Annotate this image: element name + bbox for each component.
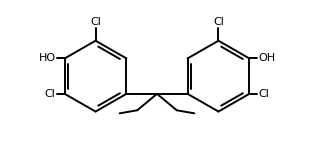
Text: Cl: Cl [45, 89, 56, 99]
Text: Cl: Cl [213, 17, 224, 27]
Text: Cl: Cl [258, 89, 269, 99]
Text: HO: HO [39, 53, 56, 64]
Text: Cl: Cl [90, 17, 101, 27]
Text: OH: OH [258, 53, 275, 64]
